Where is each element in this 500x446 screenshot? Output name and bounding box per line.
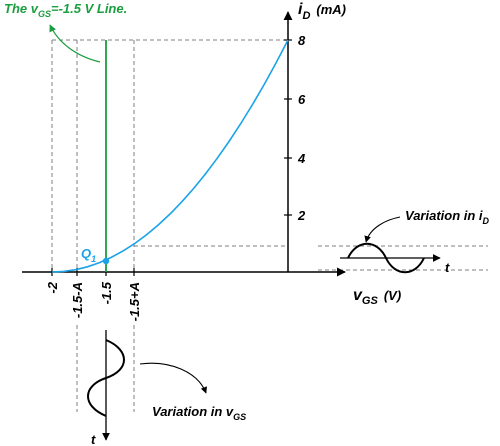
id-time-label: t: [445, 260, 450, 275]
variation-id-arrow: [364, 216, 401, 243]
y-tick-label-8: 8: [298, 33, 306, 48]
variation-vgs-label: Variation in vGS: [152, 404, 246, 422]
vgs-line-title: The vGS=-1.5 V Line.: [4, 1, 127, 19]
y-tick-label-4: 4: [297, 151, 306, 166]
x-tick-label-minus1.5: -1.5: [99, 281, 114, 304]
x-tick-label-minus2: -2: [45, 281, 60, 293]
vgs-time-label: t: [91, 432, 96, 446]
vgs-sine-wave: [87, 339, 125, 417]
axes: [22, 11, 346, 277]
y-axis-title: iD (mA): [298, 1, 346, 22]
x-axis-title: vGS (V): [353, 287, 401, 307]
vgs-variation-waveform: t: [87, 330, 125, 446]
id-sine-wave: [347, 242, 425, 274]
x-tick-label-minus1.5-minusA: -1.5-A: [70, 282, 85, 318]
y-tick-label-2: 2: [297, 208, 306, 223]
variation-vgs-arrow: [139, 362, 207, 394]
vgs-line-title-arrow: [49, 24, 101, 63]
id-variation-waveform: t: [340, 242, 450, 275]
x-tick-label-minus1.5-plusA: -1.5+A: [127, 282, 142, 321]
q-point-label: Q1: [81, 246, 96, 264]
q-point-marker: [102, 257, 110, 265]
transfer-curve: [51, 39, 289, 273]
dashed-guides: [51, 39, 488, 412]
variation-id-label: Variation in iD: [405, 208, 490, 226]
y-tick-label-6: 6: [298, 92, 306, 107]
